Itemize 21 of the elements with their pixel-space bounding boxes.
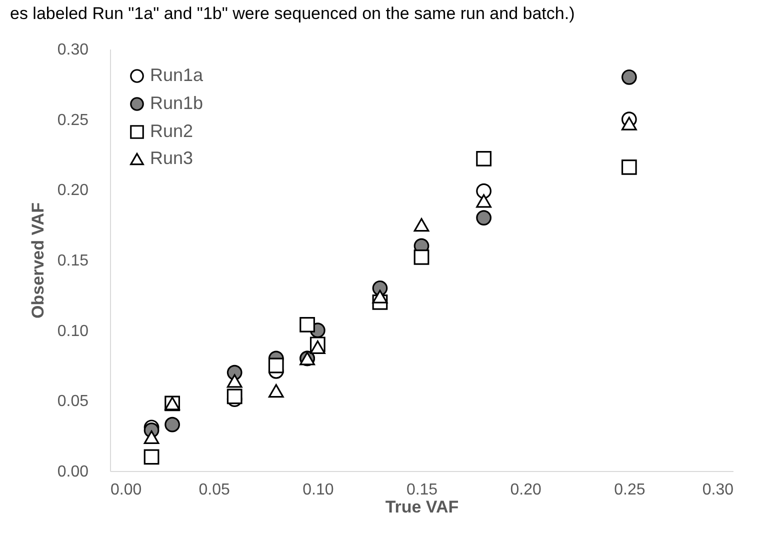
legend-label: Run2 xyxy=(150,121,194,141)
x-axis-title: True VAF xyxy=(385,498,459,516)
x-tick-label: 0.10 xyxy=(302,482,334,498)
x-tick-label: 0.30 xyxy=(702,482,734,498)
y-tick-label: 0.30 xyxy=(57,42,89,58)
legend-label: Run1a xyxy=(150,65,204,85)
x-tick-label: 0.15 xyxy=(406,482,438,498)
y-tick-label: 0.20 xyxy=(57,182,89,200)
y-tick-label: 0.05 xyxy=(57,393,89,410)
legend-label: Run1b xyxy=(150,93,204,113)
x-tick-label: 0.05 xyxy=(198,482,230,498)
x-tick-label: 0.00 xyxy=(110,482,142,498)
y-axis-title: Observed VAF xyxy=(28,202,48,318)
y-tick-label: 0.10 xyxy=(57,322,89,340)
y-tick-label: 0.15 xyxy=(57,252,89,270)
y-tick-label: 0.25 xyxy=(57,112,89,129)
legend-label: Run3 xyxy=(150,148,194,168)
x-tick-label: 0.25 xyxy=(614,482,646,498)
x-tick-label: 0.20 xyxy=(510,482,542,498)
text: es labeled Run "1a" and "1b" were sequenced on the same run and batch.) xyxy=(10,4,575,23)
y-tick-label: 0.00 xyxy=(57,464,89,480)
